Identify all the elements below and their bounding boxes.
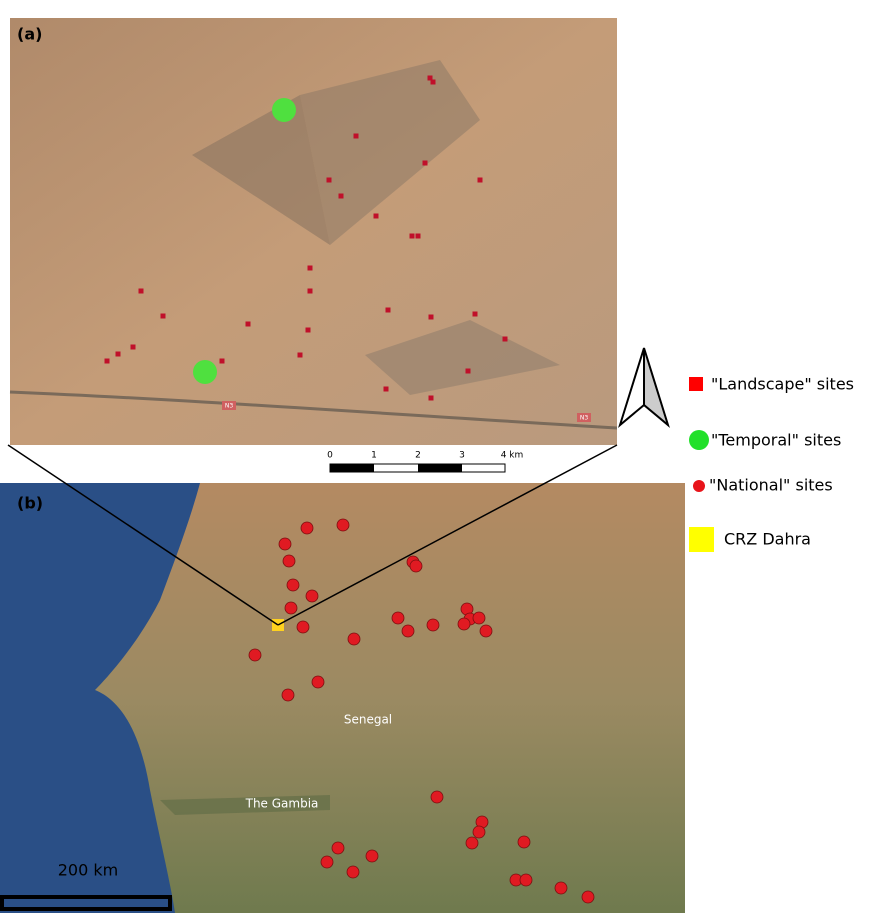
national-site bbox=[520, 874, 532, 886]
panel-label: (b) bbox=[17, 494, 43, 513]
country-label: Senegal bbox=[344, 713, 392, 727]
national-site bbox=[348, 633, 360, 645]
landscape-site bbox=[429, 396, 434, 401]
national-site bbox=[282, 689, 294, 701]
scale-label: 0 bbox=[327, 451, 333, 461]
legend-label: "Temporal" sites bbox=[711, 431, 841, 450]
landscape-site bbox=[423, 161, 428, 166]
landscape-site bbox=[246, 322, 251, 327]
landscape-site bbox=[131, 345, 136, 350]
legend-swatch bbox=[689, 430, 709, 450]
legend-swatch bbox=[689, 377, 703, 391]
landscape-site bbox=[298, 353, 303, 358]
national-site bbox=[473, 826, 485, 838]
road-label: N3 bbox=[225, 403, 233, 410]
country-label: The Gambia bbox=[245, 797, 319, 811]
landscape-site bbox=[308, 289, 313, 294]
landscape-site bbox=[429, 315, 434, 320]
national-site bbox=[392, 612, 404, 624]
landscape-site bbox=[503, 337, 508, 342]
north-arrow bbox=[644, 348, 668, 425]
legend-label: CRZ Dahra bbox=[724, 530, 811, 549]
national-site bbox=[297, 621, 309, 633]
national-site bbox=[287, 579, 299, 591]
landscape-site bbox=[327, 178, 332, 183]
national-site bbox=[473, 612, 485, 624]
landscape-site bbox=[466, 369, 471, 374]
national-site bbox=[480, 625, 492, 637]
landscape-site bbox=[384, 387, 389, 392]
national-site bbox=[285, 602, 297, 614]
landscape-site bbox=[416, 234, 421, 239]
national-site bbox=[332, 842, 344, 854]
landscape-site bbox=[473, 312, 478, 317]
figure: N3 N3 (a) 0 1 2 3 4 km Senegal The Gambi… bbox=[0, 0, 887, 913]
legend-swatch bbox=[689, 527, 714, 552]
national-site bbox=[306, 590, 318, 602]
national-site bbox=[283, 555, 295, 567]
landscape-site bbox=[431, 80, 436, 85]
north-arrow bbox=[620, 348, 644, 425]
landscape-site bbox=[308, 266, 313, 271]
road-label: N3 bbox=[580, 415, 588, 422]
scale-label: 2 bbox=[415, 451, 421, 461]
landscape-site bbox=[478, 178, 483, 183]
national-site bbox=[301, 522, 313, 534]
national-site bbox=[582, 891, 594, 903]
landscape-site bbox=[410, 234, 415, 239]
legend-label: "Landscape" sites bbox=[711, 375, 854, 394]
national-site bbox=[402, 625, 414, 637]
landscape-site bbox=[306, 328, 311, 333]
landscape-site bbox=[354, 134, 359, 139]
temporal-site bbox=[193, 360, 217, 384]
landscape-site bbox=[220, 359, 225, 364]
national-site bbox=[279, 538, 291, 550]
scale-label: 3 bbox=[459, 451, 465, 461]
national-site bbox=[427, 619, 439, 631]
national-site bbox=[466, 837, 478, 849]
temporal-site bbox=[272, 98, 296, 122]
panel-label: (a) bbox=[17, 25, 42, 44]
scale-label: 200 km bbox=[58, 861, 118, 880]
landscape-site bbox=[374, 214, 379, 219]
national-site bbox=[321, 856, 333, 868]
national-site bbox=[431, 791, 443, 803]
national-site bbox=[312, 676, 324, 688]
scale-segment bbox=[330, 464, 374, 472]
landscape-site bbox=[139, 289, 144, 294]
landscape-site bbox=[339, 194, 344, 199]
landscape-site bbox=[116, 352, 121, 357]
national-site bbox=[410, 560, 422, 572]
scale-label: 4 km bbox=[501, 451, 524, 461]
landscape-site bbox=[161, 314, 166, 319]
scale-label: 1 bbox=[371, 451, 377, 461]
national-site bbox=[337, 519, 349, 531]
national-site bbox=[555, 882, 567, 894]
national-site bbox=[347, 866, 359, 878]
national-site bbox=[458, 618, 470, 630]
national-site bbox=[249, 649, 261, 661]
landscape-site bbox=[105, 359, 110, 364]
scale-segment bbox=[418, 464, 462, 472]
national-site bbox=[518, 836, 530, 848]
landscape-site bbox=[386, 308, 391, 313]
national-site bbox=[366, 850, 378, 862]
legend-swatch bbox=[693, 480, 705, 492]
legend-label: "National" sites bbox=[709, 476, 833, 495]
